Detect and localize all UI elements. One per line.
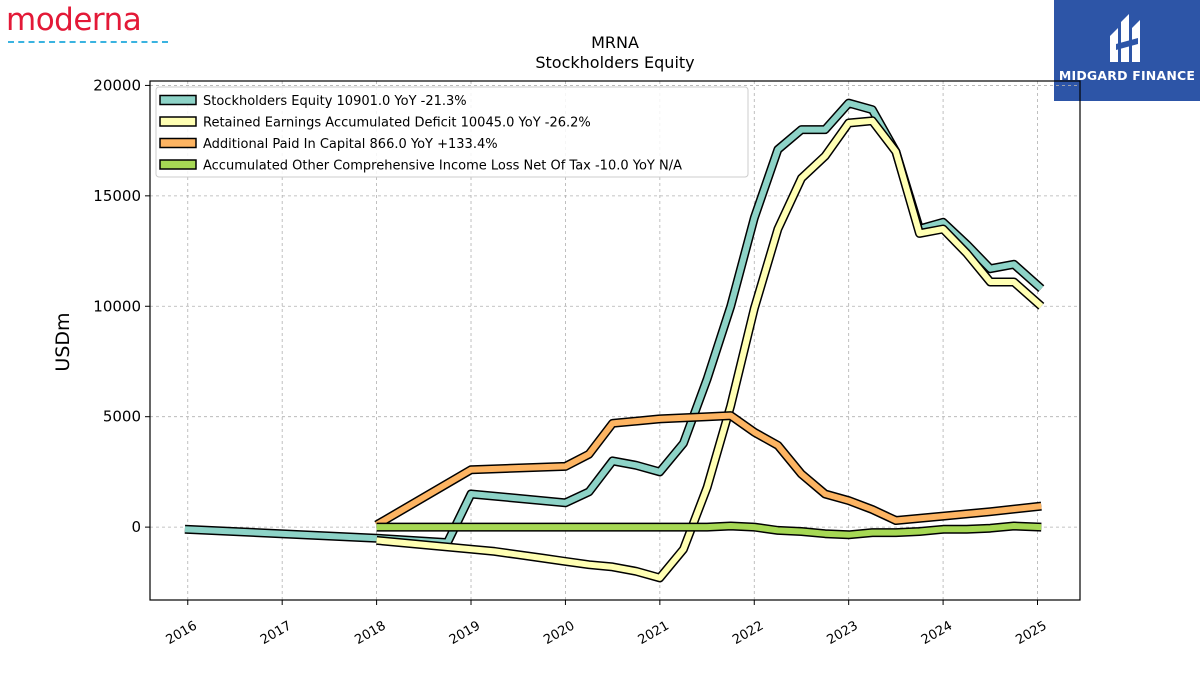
- y-tick-label: 0: [131, 518, 141, 536]
- x-tick-label: 2020: [541, 618, 577, 648]
- series-line-1: [376, 117, 1044, 581]
- y-axis-ticks: 0 5000 10000 15000 20000: [93, 76, 150, 536]
- series-line-0: [184, 100, 1044, 546]
- badge-label: MIDGARD FINANCE: [1058, 68, 1196, 83]
- legend-entry-2: Additional Paid In Capital 866.0 YoY +13…: [203, 137, 498, 152]
- y-axis-label: USDm: [52, 312, 74, 371]
- plot-frame: [149, 80, 1081, 601]
- x-tick-label: 2025: [1013, 618, 1049, 648]
- chart-title: MRNA: [591, 33, 639, 52]
- legend-swatch-2: [159, 137, 197, 149]
- legend-entry-1: Retained Earnings Accumulated Deficit 10…: [203, 116, 591, 131]
- legend: Stockholders Equity 10901.0 YoY -21.3% Re…: [155, 86, 749, 178]
- y-tick-label: 15000: [93, 187, 141, 205]
- legend-swatch-3: [159, 159, 197, 170]
- x-tick-label: 2016: [164, 618, 200, 648]
- y-tick-label: 20000: [93, 76, 141, 94]
- series-line-3: [376, 523, 1042, 538]
- series-line-outline-1: [376, 116, 1045, 583]
- midgard-logo-icon: [1110, 14, 1140, 62]
- y-tick-label: 5000: [103, 408, 141, 426]
- series-line-2: [375, 412, 1042, 528]
- x-tick-label: 2019: [447, 618, 483, 648]
- x-tick-label: 2024: [919, 618, 955, 648]
- chart-subtitle: Stockholders Equity: [535, 53, 694, 72]
- y-tick-label: 10000: [93, 297, 141, 315]
- legend-box: [155, 86, 749, 178]
- midgard-finance-badge: MIDGARD FINANCE: [1054, 0, 1200, 101]
- brand-logo-text: moderna: [6, 2, 142, 38]
- legend-entry-0: Stockholders Equity 10901.0 YoY -21.3%: [203, 94, 467, 109]
- legend-entry-3: Accumulated Other Comprehensive Income L…: [203, 159, 682, 174]
- series-lines: [184, 98, 1045, 583]
- brand-logo-underline: [8, 41, 168, 43]
- x-tick-label: 2022: [730, 618, 766, 648]
- x-tick-label: 2018: [352, 618, 388, 648]
- brand-logo: moderna: [6, 2, 176, 46]
- x-tick-label: 2023: [825, 618, 861, 648]
- legend-swatch-0: [159, 94, 197, 106]
- x-axis-ticks: 2016 2017 2018 2019 2020 2021 2022 2023 2024 2025: [164, 600, 1050, 648]
- legend-swatch-1: [159, 116, 197, 127]
- x-tick-label: 2021: [636, 618, 672, 648]
- x-tick-label: 2017: [258, 618, 294, 648]
